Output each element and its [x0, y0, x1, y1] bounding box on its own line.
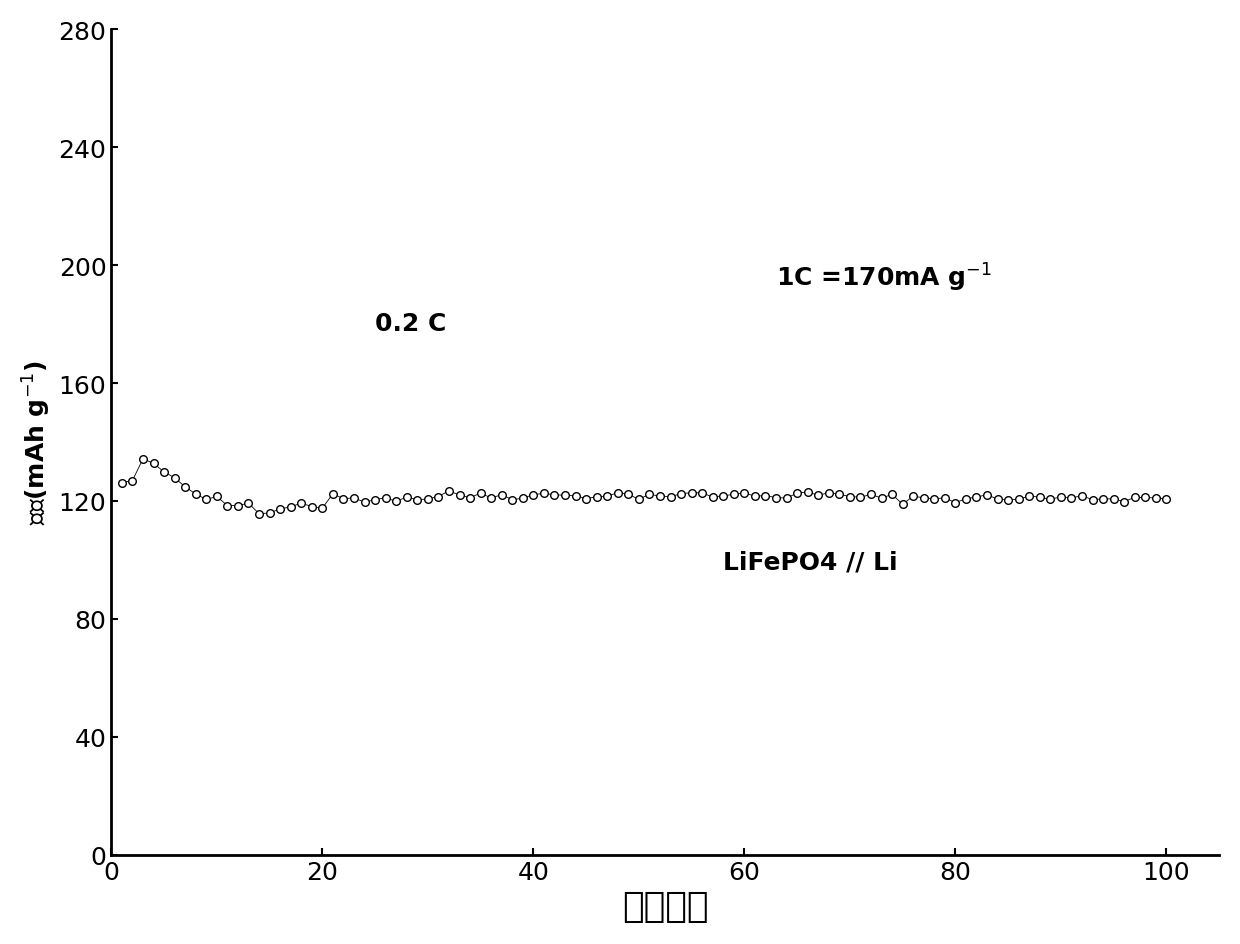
- Text: 1C =170mA g$^{-1}$: 1C =170mA g$^{-1}$: [776, 261, 992, 294]
- Y-axis label: 容量(mAh g$^{-1}$): 容量(mAh g$^{-1}$): [21, 361, 53, 525]
- Text: 0.2 C: 0.2 C: [374, 312, 446, 336]
- X-axis label: 循環圈数: 循環圈数: [622, 889, 708, 923]
- Text: LiFePO4 // Li: LiFePO4 // Li: [723, 550, 898, 574]
